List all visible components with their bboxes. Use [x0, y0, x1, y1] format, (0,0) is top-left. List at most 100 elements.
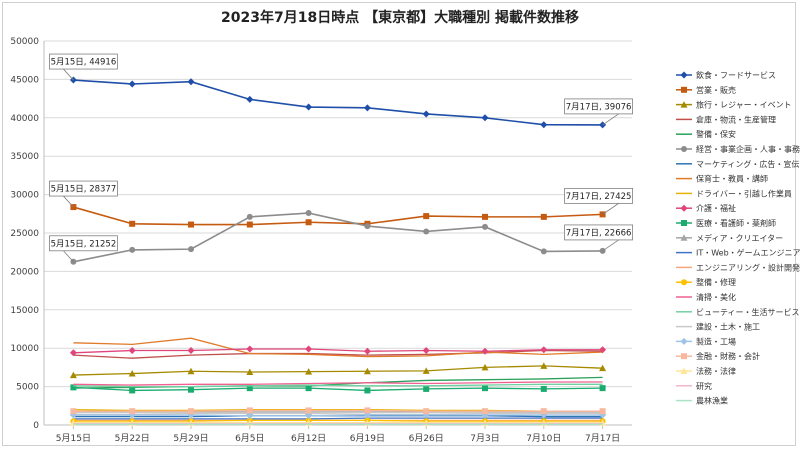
series-line	[73, 348, 603, 354]
data-point	[599, 346, 607, 354]
data-point	[363, 104, 371, 112]
data-point	[482, 385, 488, 392]
legend-item: ビューティー・生活サービス	[676, 307, 800, 317]
x-tick-label: 6月12日	[291, 433, 326, 444]
data-point	[128, 347, 136, 355]
data-point	[69, 349, 77, 357]
callout-label: 5月15日, 28377	[51, 185, 117, 195]
data-point	[187, 367, 195, 375]
series-6	[70, 210, 606, 265]
legend-label: ビューティー・生活サービス	[696, 307, 800, 317]
data-point	[187, 78, 195, 86]
data-point	[128, 80, 136, 88]
data-point	[128, 370, 136, 377]
legend-label: 医療・看護師・薬剤師	[696, 218, 776, 228]
legend-item: メディア・クリエイター	[676, 233, 783, 243]
data-point	[423, 213, 430, 220]
callout-label: 7月17日, 27425	[566, 192, 632, 202]
data-point	[70, 408, 77, 415]
callout-box	[49, 235, 118, 252]
legend-item: 旅行・レジャー・イベント	[676, 100, 792, 110]
callout-label: 5月15日, 44916	[51, 58, 117, 68]
data-point	[540, 213, 547, 220]
legend-label: 営業・販売	[696, 85, 736, 95]
series-line	[73, 349, 603, 359]
data-point	[599, 385, 606, 392]
legend-label: 保育士・教員・講師	[696, 174, 768, 184]
data-point	[680, 71, 688, 79]
legend-item: マーケティング・広告・宣伝	[676, 159, 799, 169]
y-tick-label: 50000	[10, 37, 39, 47]
callout: 5月15日, 44916	[49, 53, 118, 81]
x-tick-label: 6月19日	[350, 433, 385, 444]
legend-item: 飲食・フードサービス	[676, 70, 776, 80]
data-point	[69, 371, 77, 379]
legend-item: 医療・看護師・薬剤師	[676, 218, 776, 228]
data-point	[540, 362, 548, 369]
legend-label: 建設・土木・施工	[696, 322, 760, 332]
data-point	[129, 246, 136, 253]
data-point	[540, 121, 548, 129]
y-tick-label: 15000	[10, 306, 39, 316]
x-tick-label: 5月22日	[115, 433, 150, 444]
series-line	[73, 383, 603, 388]
series-11	[70, 384, 606, 394]
legend-item: 保育士・教員・講師	[676, 174, 768, 184]
data-point	[129, 408, 136, 415]
data-point	[481, 363, 489, 371]
series-2	[70, 204, 606, 228]
data-point	[129, 220, 136, 227]
y-axis: 0 5000 10000 15000 20000 25000 30000 35000 40000…	[10, 37, 45, 431]
x-tick-label: 5月15日	[56, 433, 91, 444]
callout-leader	[63, 195, 74, 208]
series-line	[73, 365, 603, 376]
data-point	[681, 86, 687, 93]
legend-label: メディア・クリエイター	[696, 233, 783, 243]
legend-item: 金融・財務・会計	[676, 351, 760, 361]
legend-item: 研究	[676, 381, 712, 391]
legend-item: ドライバー・引越し作業員	[676, 188, 792, 198]
x-tick-label: 7月10日	[526, 433, 561, 444]
callout: 7月17日, 22666	[564, 224, 633, 252]
legend-item: 建設・土木・施工	[676, 322, 760, 332]
series-18	[73, 412, 603, 415]
data-point	[681, 279, 687, 286]
series-4	[73, 349, 603, 359]
legend-item: 経営・事業企画・人事・事務	[676, 144, 800, 154]
y-tick-label: 40000	[10, 114, 39, 124]
series-line	[73, 419, 603, 422]
legend-label: 旅行・レジャー・イベント	[696, 100, 792, 110]
data-point	[681, 220, 687, 226]
series-line	[73, 206, 603, 226]
data-point	[540, 385, 547, 392]
legend-label: 法務・法律	[696, 366, 736, 376]
callout-leader	[602, 113, 619, 126]
legend-label: 介護・福祉	[696, 203, 736, 213]
series-line	[73, 212, 603, 263]
series-line	[73, 337, 603, 358]
callout-label: 7月17日, 39076	[566, 102, 632, 112]
y-tick-label: 45000	[10, 75, 39, 85]
data-point	[246, 345, 254, 353]
data-point	[364, 407, 371, 414]
callout-box	[564, 224, 633, 241]
legend-item: 警備・保安	[676, 129, 736, 139]
legend-label: 経営・事業企画・人事・事務	[696, 144, 800, 154]
legend-item: 法務・法律	[676, 366, 736, 376]
series-1	[69, 76, 607, 129]
callout: 7月17日, 39076	[564, 98, 633, 126]
data-point	[423, 385, 430, 392]
data-point	[246, 412, 254, 420]
chart-frame	[2, 2, 796, 446]
data-point	[680, 337, 688, 345]
legend-label: 飲食・フードサービス	[696, 70, 776, 80]
data-point	[246, 213, 253, 220]
callout-box	[49, 53, 118, 70]
data-point	[482, 408, 488, 415]
legend-label: ドライバー・引越し作業員	[696, 188, 792, 198]
legend-item: エンジニアリング・設計開発	[676, 262, 800, 272]
data-point	[188, 246, 194, 253]
data-point	[680, 204, 688, 212]
data-point	[681, 353, 687, 360]
